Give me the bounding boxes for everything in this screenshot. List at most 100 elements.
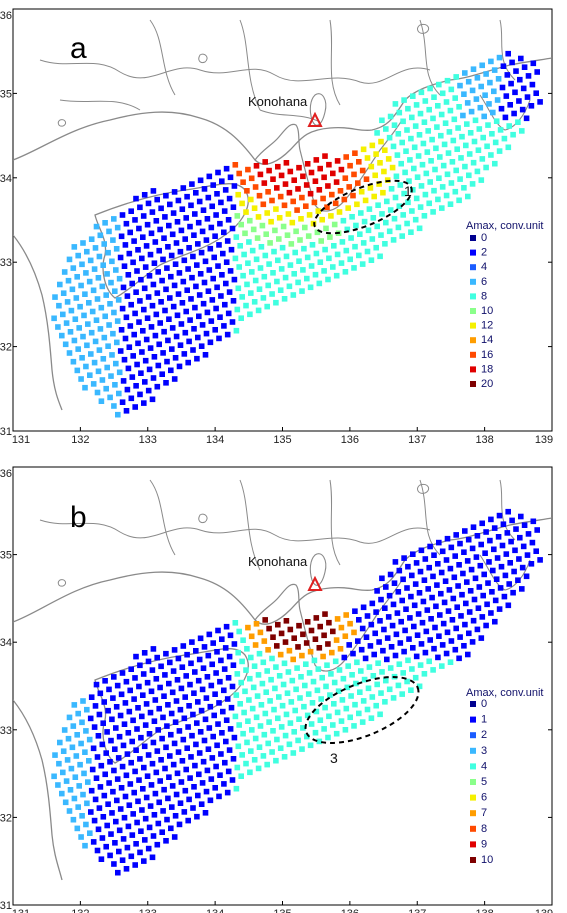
grid-cell [83, 728, 89, 734]
grid-cell [157, 226, 163, 233]
grid-cell [411, 623, 417, 630]
grid-cell [421, 671, 428, 677]
grid-cell [474, 626, 481, 633]
grid-cell [151, 354, 158, 360]
grid-cell [492, 160, 498, 167]
grid-cell [257, 171, 264, 178]
grid-cell [377, 618, 383, 624]
grid-cell [519, 128, 525, 134]
grid-cell [225, 768, 232, 775]
grid-cell [442, 578, 449, 584]
grid-cell [80, 240, 86, 246]
grid-cell [362, 197, 369, 204]
grid-cell [261, 273, 268, 280]
grid-cell [192, 211, 198, 217]
grid-cell [125, 365, 132, 372]
grid-cell [460, 570, 466, 577]
grid-cell [199, 686, 206, 693]
grid-cell [335, 688, 342, 694]
grid-cell [415, 611, 422, 617]
grid-cell [170, 303, 177, 310]
grid-cell [105, 343, 111, 349]
grid-cell [363, 176, 370, 182]
grid-cell [232, 162, 239, 168]
grid-cell [132, 404, 138, 410]
grid-cell [207, 703, 214, 710]
grid-cell [493, 576, 500, 582]
grid-cell [230, 756, 237, 762]
grid-cell [384, 656, 390, 663]
grid-cell [157, 778, 163, 784]
grid-cell [159, 371, 165, 377]
legend-label: 8 [481, 290, 487, 302]
grid-cell [413, 653, 420, 660]
grid-cell [440, 162, 447, 169]
grid-cell [171, 740, 178, 747]
grid-cell [358, 646, 365, 653]
grid-cell [91, 724, 98, 730]
grid-cell [83, 821, 89, 828]
grid-cell [486, 101, 492, 107]
grid-cell [97, 326, 104, 332]
grid-cell [466, 151, 473, 157]
grid-cell [358, 668, 364, 674]
grid-cell [100, 814, 107, 820]
grid-cell [361, 676, 368, 683]
grid-cell [519, 106, 526, 113]
grid-cell [331, 679, 338, 686]
grid-cell [191, 326, 197, 332]
grid-cell [191, 232, 197, 238]
grid-cell [494, 555, 501, 561]
grid-cell [491, 67, 498, 73]
grid-cell [325, 276, 331, 283]
grid-cell [383, 677, 389, 684]
grid-cell [273, 757, 279, 764]
grid-cell [121, 356, 128, 363]
grid-cell [258, 244, 265, 250]
y-tick-label: 32 [0, 812, 12, 824]
grid-cell [93, 681, 100, 688]
grid-cell [221, 208, 228, 214]
grid-cell [184, 287, 190, 293]
y-tick-label: 35 [0, 88, 12, 100]
x-tick-label: 131 [12, 434, 30, 446]
grid-cell [134, 361, 140, 368]
grid-cell [242, 688, 248, 695]
grid-cell [511, 110, 517, 117]
grid-cell [196, 313, 202, 320]
grid-cell [145, 200, 152, 207]
grid-cell [110, 330, 116, 337]
grid-cell [399, 139, 405, 146]
grid-cell [340, 217, 347, 224]
grid-cell [182, 329, 189, 336]
grid-cell [114, 318, 121, 324]
grid-cell [524, 94, 531, 100]
grid-cell [160, 714, 166, 721]
grid-cell [71, 337, 78, 344]
grid-cell [114, 224, 121, 231]
grid-cell [169, 346, 175, 352]
grid-cell [490, 109, 496, 116]
grid-cell [325, 641, 331, 647]
grid-cell [136, 225, 142, 232]
grid-cell [419, 161, 426, 168]
grid-cell [288, 699, 295, 705]
grid-cell [360, 146, 367, 153]
grid-cell [453, 625, 459, 632]
grid-cell [341, 196, 348, 203]
grid-cell [207, 797, 214, 804]
grid-cell [117, 712, 124, 719]
grid-cell [326, 255, 332, 262]
grid-cell [529, 539, 536, 546]
grid-cell [111, 403, 117, 409]
grid-cell [62, 799, 69, 806]
grid-cell [274, 185, 280, 191]
legend-label: 16 [481, 349, 493, 361]
grid-cell [195, 792, 201, 799]
grid-cell [412, 674, 419, 681]
grid-cell [165, 244, 171, 250]
grid-cell [481, 113, 487, 120]
grid-cell [385, 156, 392, 162]
grid-cell [425, 128, 431, 134]
grid-cell [448, 544, 455, 551]
